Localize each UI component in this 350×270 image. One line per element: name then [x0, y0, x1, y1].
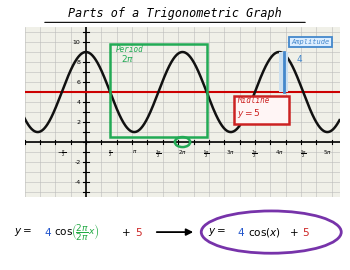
Text: $\mathrm{cos}$: $\mathrm{cos}$ — [54, 227, 73, 237]
Text: $5$: $5$ — [135, 226, 142, 238]
Text: 6: 6 — [77, 80, 81, 85]
Text: $\pi$: $\pi$ — [132, 148, 137, 155]
Text: $+$: $+$ — [289, 227, 298, 238]
Text: $\frac{9\pi}{2}$: $\frac{9\pi}{2}$ — [300, 148, 307, 160]
Text: 4: 4 — [297, 55, 303, 64]
Text: $y = $: $y = $ — [14, 226, 32, 238]
Text: 4: 4 — [77, 100, 81, 104]
Text: $+$: $+$ — [121, 227, 130, 238]
Text: $2\pi$: $2\pi$ — [178, 148, 187, 156]
Text: $4$: $4$ — [237, 226, 245, 238]
Text: $\frac{5\pi}{2}$: $\frac{5\pi}{2}$ — [203, 148, 210, 160]
Text: $\frac{3\pi}{2}$: $\frac{3\pi}{2}$ — [155, 148, 162, 160]
Text: -2: -2 — [74, 160, 81, 165]
FancyBboxPatch shape — [234, 96, 289, 124]
Text: $5\pi$: $5\pi$ — [323, 148, 332, 156]
Text: 10: 10 — [73, 39, 80, 45]
Text: -4: -4 — [74, 180, 81, 185]
Text: Midline: Midline — [237, 96, 269, 104]
Text: $4$: $4$ — [44, 226, 52, 238]
Text: $4\pi$: $4\pi$ — [275, 148, 284, 156]
Text: $3\pi$: $3\pi$ — [226, 148, 235, 156]
FancyBboxPatch shape — [279, 52, 288, 92]
Text: $-\frac{\pi}{2}$: $-\frac{\pi}{2}$ — [57, 148, 66, 159]
Text: $\frac{7\pi}{2}$: $\frac{7\pi}{2}$ — [252, 148, 258, 160]
Text: $2\pi$: $2\pi$ — [121, 53, 134, 64]
Text: Amplitude: Amplitude — [291, 39, 330, 45]
Text: Period: Period — [116, 45, 144, 54]
Text: $\mathrm{cos}(x)$: $\mathrm{cos}(x)$ — [248, 226, 281, 239]
Ellipse shape — [201, 211, 341, 253]
Text: $y = $: $y = $ — [208, 226, 226, 238]
Text: $5$: $5$ — [302, 226, 309, 238]
Text: $\frac{\pi}{2}$: $\frac{\pi}{2}$ — [108, 148, 112, 159]
Text: 8: 8 — [77, 59, 81, 65]
Text: $\!\left(\dfrac{2\pi}{2\pi}x\right)$: $\!\left(\dfrac{2\pi}{2\pi}x\right)$ — [72, 222, 99, 242]
Text: Parts of a Trigonometric Graph: Parts of a Trigonometric Graph — [68, 7, 282, 20]
Text: $y = 5$: $y = 5$ — [237, 107, 260, 120]
Text: 2: 2 — [77, 120, 81, 124]
